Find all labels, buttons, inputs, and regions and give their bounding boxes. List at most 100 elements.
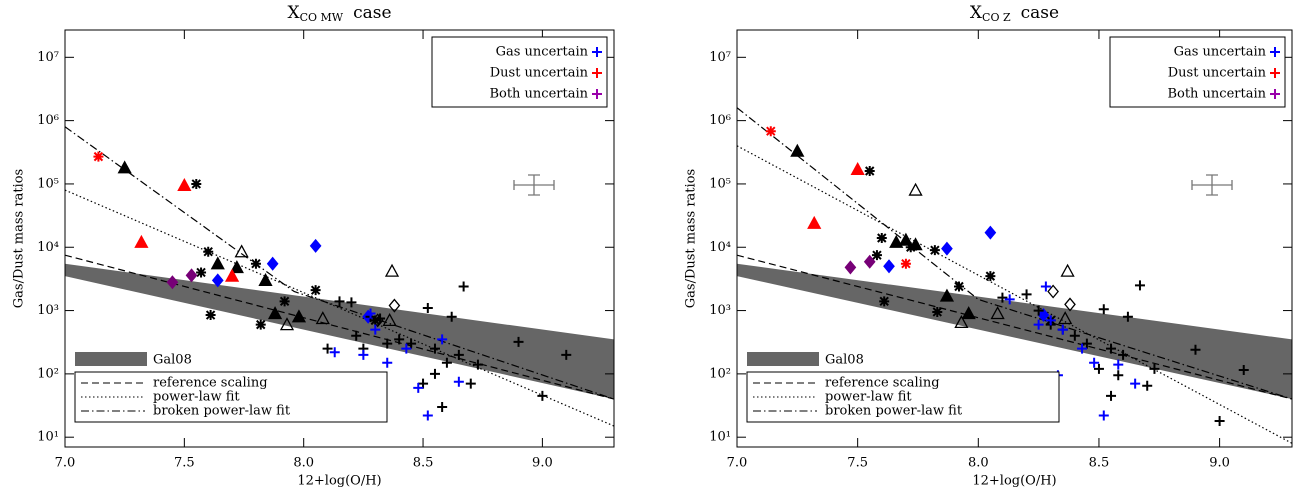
point (1081, 338, 1092, 349)
point (266, 256, 279, 271)
point (255, 319, 266, 330)
y-axis-label: Gas/Dust mass ratios (12, 169, 27, 308)
point (472, 359, 483, 370)
x-tick-label: 7.5 (847, 456, 868, 471)
legend-label: reference scaling (153, 376, 268, 391)
point (358, 349, 369, 360)
y-tick-label: 10¹ (37, 430, 59, 445)
legend-label: broken power-law fit (825, 404, 963, 419)
point (224, 268, 240, 282)
point (863, 254, 876, 269)
y-tick-label: 10⁵ (709, 176, 731, 191)
point (309, 238, 322, 253)
point (453, 376, 464, 387)
point (291, 309, 307, 323)
point (458, 281, 469, 292)
y-tick-label: 10³ (37, 303, 59, 318)
point (406, 338, 417, 349)
title-main: X (970, 3, 983, 23)
point (279, 296, 290, 307)
point (844, 260, 857, 275)
point (191, 178, 202, 189)
y-tick-label: 10⁶ (709, 113, 731, 128)
point (1118, 349, 1129, 360)
point (267, 306, 283, 320)
point (876, 233, 887, 243)
title-sub: CO Z (982, 11, 1011, 24)
x-tick-label: 8.0 (293, 456, 314, 471)
point (196, 267, 207, 278)
point (429, 368, 440, 379)
point (437, 334, 448, 345)
point (537, 390, 548, 401)
point (429, 343, 440, 354)
x-tick-label: 7.0 (727, 456, 748, 471)
legend-label: broken power-law fit (153, 404, 291, 419)
point (210, 256, 225, 270)
point (932, 306, 943, 317)
fit-line (65, 254, 614, 400)
x-tick-label: 8.0 (968, 456, 989, 471)
point (1214, 416, 1225, 427)
legend-marker (592, 47, 602, 57)
point (941, 241, 953, 256)
chart-title: XCO MW case (287, 3, 391, 25)
point (898, 232, 914, 246)
point (401, 343, 412, 354)
point (939, 288, 955, 302)
point (1060, 263, 1075, 277)
point (422, 302, 433, 313)
point (1037, 308, 1050, 323)
point (1238, 365, 1249, 376)
point (229, 260, 244, 274)
y-axis-label: Gas/Dust mass ratios (684, 169, 699, 308)
legend-marker (1270, 68, 1280, 78)
point (889, 234, 904, 248)
x-tick-label: 8.5 (1089, 456, 1110, 471)
x-tick-label: 8.5 (413, 456, 434, 471)
y-tick-label: 10⁶ (37, 113, 59, 128)
point (1106, 390, 1117, 401)
y-tick-label: 10³ (709, 303, 731, 318)
point (513, 336, 524, 347)
point (908, 237, 923, 251)
point (177, 177, 192, 191)
point (1040, 281, 1051, 292)
y-tick-label: 10⁷ (37, 50, 59, 65)
point (453, 349, 464, 360)
point (850, 161, 865, 175)
point (382, 338, 393, 349)
point (807, 215, 822, 229)
point (997, 292, 1008, 303)
legend-label: power-law fit (825, 390, 912, 405)
title-suffix: case (353, 3, 391, 23)
point (790, 143, 805, 157)
x-axis-label: 12+log(O/H) (297, 474, 381, 489)
point (1149, 363, 1160, 374)
point (234, 244, 249, 258)
point (1134, 280, 1145, 291)
point (437, 401, 448, 412)
point (954, 281, 964, 292)
point (134, 234, 149, 248)
point (205, 310, 216, 321)
x-axis-label: 12+log(O/H) (972, 474, 1056, 489)
y-tick-label: 10¹ (709, 430, 731, 445)
legend-marker (592, 68, 602, 78)
y-tick-label: 10⁴ (37, 240, 59, 255)
point (929, 245, 940, 256)
point (1064, 297, 1076, 312)
point (394, 334, 405, 345)
point (1190, 344, 1201, 355)
point (375, 313, 386, 324)
point (117, 160, 132, 174)
title-suffix: case (1021, 3, 1059, 23)
panel: XCO Z case 12+log(O/H) Gas/Dust mass ratios… (684, 3, 1293, 489)
legend-box (74, 371, 388, 423)
point (1021, 289, 1032, 300)
point (211, 273, 224, 288)
point (422, 410, 433, 421)
point (93, 151, 104, 162)
fit-line (65, 126, 614, 400)
legend-marker (1270, 89, 1280, 99)
